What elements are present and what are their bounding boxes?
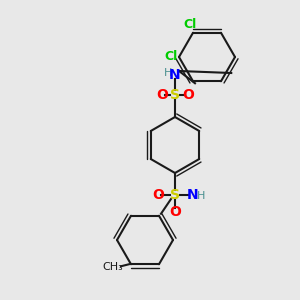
- Text: Cl: Cl: [164, 50, 178, 64]
- Text: O: O: [182, 88, 194, 102]
- Text: N: N: [187, 188, 199, 202]
- Text: O: O: [169, 205, 181, 219]
- Text: O: O: [152, 188, 164, 202]
- Text: O: O: [156, 88, 168, 102]
- Text: Cl: Cl: [183, 18, 196, 31]
- Text: S: S: [170, 188, 180, 202]
- Text: H: H: [197, 191, 205, 201]
- Text: CH₃: CH₃: [103, 262, 123, 272]
- Text: N: N: [169, 68, 181, 82]
- Text: H: H: [164, 68, 172, 78]
- Text: S: S: [170, 88, 180, 102]
